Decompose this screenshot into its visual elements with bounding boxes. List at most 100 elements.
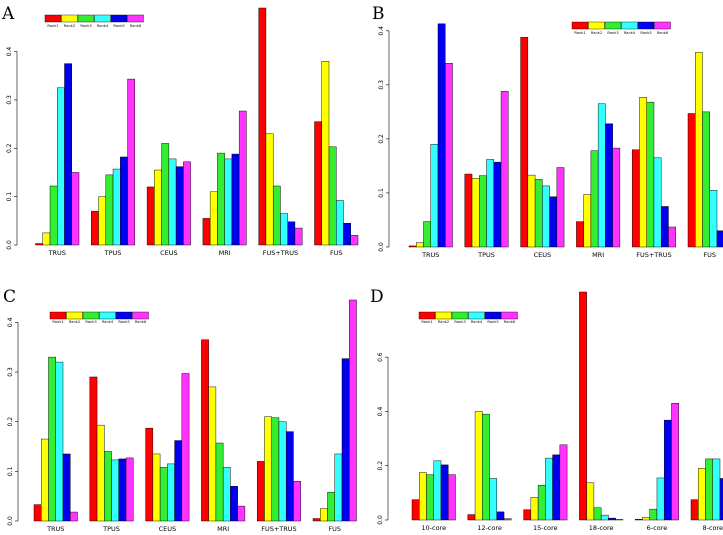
bar-rank4-1: [111, 459, 120, 522]
bar-rank1-2: [146, 186, 155, 246]
bar-rank3-2: [534, 179, 543, 248]
bar-rank6-0: [445, 63, 453, 248]
y-tick-label: 0.1: [6, 192, 13, 202]
category-label: TPUS: [104, 249, 122, 257]
bar-rank2-5: [321, 60, 330, 246]
legend-label: Rank6: [130, 24, 142, 28]
bar-rank5-0: [62, 453, 71, 522]
y-tick-label: 0.6: [377, 352, 384, 362]
bar-rank5-3: [231, 153, 240, 246]
y-tick-label: 0.3: [378, 80, 385, 90]
bar-rank2-5: [320, 508, 328, 522]
bar-rank4-0: [433, 460, 442, 521]
panel-d: D 0.0 0.2 0.4 0.6 10-core 12-core 15-core 18-cor…: [370, 287, 723, 532]
bar-rank1-1: [464, 173, 473, 248]
y-tick-label: 0.2: [7, 417, 14, 427]
legend-label: Rank4: [471, 320, 483, 324]
bar-rank6-1: [503, 518, 512, 521]
bar-rank3-1: [479, 175, 487, 248]
bar-rank1-0: [33, 504, 42, 522]
bar-rank4-2: [545, 457, 553, 521]
bar-rank6-3: [612, 147, 621, 248]
legend-swatch: [418, 311, 436, 320]
legend-swatch: [110, 14, 128, 23]
legend-label: Rank1: [574, 31, 585, 35]
bar-rank1-3: [579, 291, 587, 521]
category-label: 12-core: [477, 524, 502, 532]
bar-rank3-5: [705, 458, 713, 521]
bar-rank6-4: [294, 227, 303, 246]
bar-rank4-2: [542, 185, 550, 248]
y-tick-label: 0.4: [378, 26, 385, 36]
bar-rank6-5: [350, 235, 359, 246]
bar-rank5-0: [440, 464, 449, 521]
y-tick-label: 0.4: [377, 406, 384, 416]
category-label: TPUS: [477, 251, 495, 259]
bar-rank5-3: [605, 123, 613, 248]
bar-rank5-4: [663, 419, 672, 521]
bar-rank1-0: [35, 243, 43, 246]
panel-a: A 0.0 0.1 0.2 0.3 0.4 TRUS TPUS CEUS MRI FUS+TRUS F…: [1, 4, 359, 257]
category-label: 6-core: [647, 524, 668, 532]
y-tick-label: 0.4: [7, 317, 14, 327]
legend-label: Rank5: [487, 320, 498, 324]
bar-rank5-5: [343, 223, 351, 246]
bar-rank1-2: [145, 427, 154, 522]
legend: Rank1 Rank2 Rank3 Rank4 Rank5 Rank6: [44, 14, 144, 28]
legend-swatch: [637, 21, 655, 30]
legend-label: Rank1: [52, 320, 63, 324]
legend: Rank1 Rank2 Rank3 Rank4 Rank5 Rank6: [49, 311, 149, 324]
legend-swatch: [435, 311, 452, 320]
y-tick-label: 0.0: [7, 516, 14, 526]
panel-c: C 0.0 0.1 0.2 0.3 0.4 TRUS TPUS CEUS MRI FUS+TRUS F…: [3, 287, 357, 533]
legend-swatch: [77, 14, 95, 23]
legend-label: Rank5: [118, 320, 129, 324]
legend-swatch: [94, 14, 111, 23]
bar-rank4-3: [222, 467, 231, 522]
bar-rank6-2: [181, 373, 190, 522]
bar-rank1-5: [687, 113, 696, 248]
bar-rank1-1: [89, 376, 98, 522]
bar-rank5-2: [175, 166, 184, 246]
bar-rank6-0: [448, 474, 456, 521]
category-label: CEUS: [534, 251, 552, 259]
bar-rank4-2: [167, 463, 175, 522]
legend-swatch: [484, 311, 502, 320]
category-label: FUS+TRUS: [261, 525, 296, 533]
bar-rank4-3: [597, 103, 606, 248]
legend: Rank1 Rank2 Rank3 Rank4 Rank5 Rank6: [418, 311, 518, 324]
bar-rank1-1: [467, 514, 476, 521]
bar-rank2-4: [264, 416, 272, 522]
category-label: 15-core: [533, 524, 558, 532]
legend-label: Rank4: [102, 320, 114, 324]
bar-rank1-4: [634, 518, 643, 521]
y-tick-label: 0.0: [6, 240, 13, 250]
legend-swatch: [127, 14, 144, 23]
legend-label: Rank6: [504, 320, 516, 324]
bar-rank3-4: [646, 101, 655, 248]
bar-rank4-0: [430, 144, 439, 248]
bar-rank5-0: [64, 63, 72, 246]
category-label: 8-core: [702, 524, 723, 532]
legend-label: Rank2: [438, 320, 449, 324]
bar-rank1-4: [256, 461, 265, 522]
bar-rank2-2: [530, 497, 539, 521]
category-label: CEUS: [160, 249, 178, 257]
bar-rank1-5: [690, 499, 699, 521]
category-label: FUS+TRUS: [263, 249, 298, 257]
bar-rank5-5: [341, 358, 350, 522]
bar-rank4-3: [600, 514, 609, 521]
legend-swatch: [61, 14, 78, 23]
bar-rank6-2: [183, 161, 191, 246]
bar-rank3-4: [272, 185, 281, 246]
legend-label: Rank3: [607, 31, 618, 35]
y-tick-label: 0.2: [378, 134, 385, 144]
bar-rank5-3: [608, 517, 616, 521]
bar-rank3-2: [159, 467, 168, 522]
bar-rank4-1: [112, 168, 121, 246]
bar-rank1-2: [520, 37, 529, 248]
bar-rank4-3: [224, 158, 233, 246]
bar-rank5-4: [287, 221, 296, 246]
bar-rank1-0: [408, 245, 417, 248]
legend-swatch: [115, 311, 133, 320]
